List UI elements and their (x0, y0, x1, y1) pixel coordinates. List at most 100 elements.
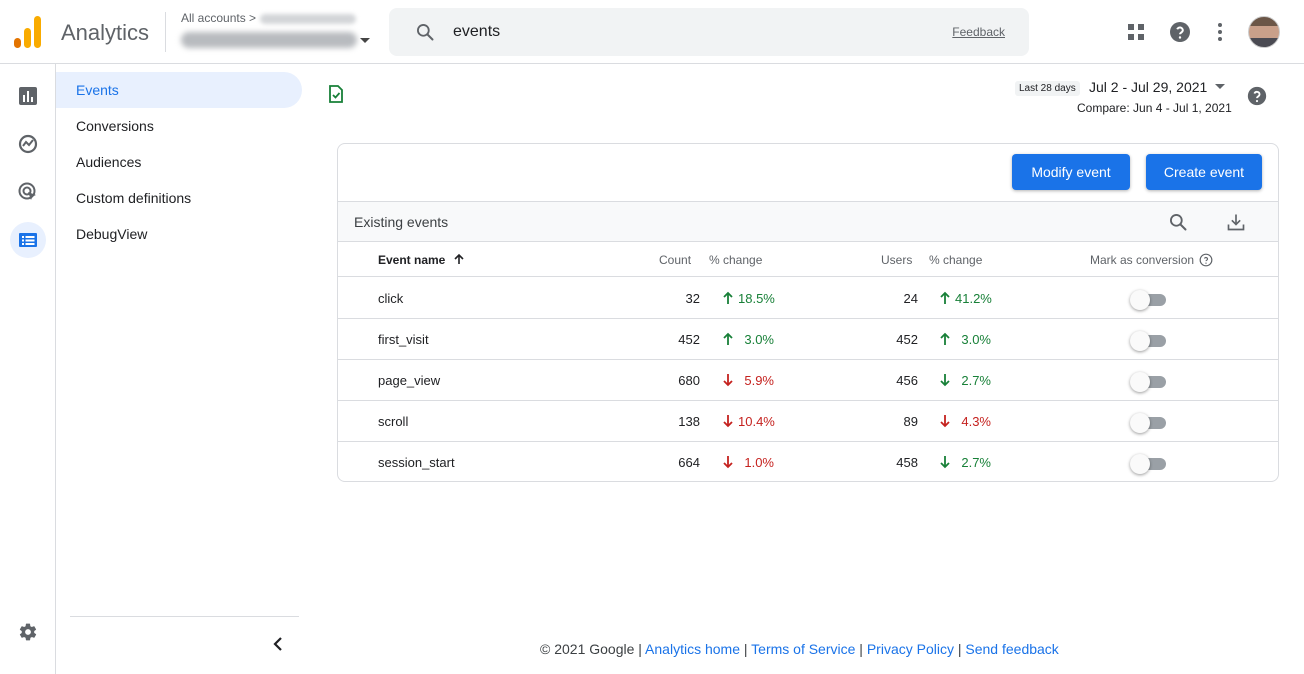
count-change: 1.0% (744, 455, 774, 470)
footer-link-terms[interactable]: Terms of Service (751, 641, 856, 657)
explore-icon (18, 134, 38, 154)
gear-icon (19, 623, 37, 641)
col-users[interactable]: Users (881, 253, 913, 267)
col-event-name-label: Event name (378, 253, 446, 267)
users-change: 41.2% (955, 291, 992, 306)
event-count: 452 (678, 332, 700, 347)
users-change: 2.7% (961, 373, 991, 388)
search-icon (417, 24, 434, 41)
search-icon[interactable] (1168, 212, 1188, 232)
mark-conversion-toggle[interactable] (1130, 331, 1166, 351)
mark-conversion-toggle[interactable] (1130, 372, 1166, 392)
mark-conversion-toggle[interactable] (1130, 290, 1166, 310)
chevron-left-icon[interactable] (268, 634, 288, 654)
event-count: 32 (685, 291, 700, 306)
table-row: first_visit 452 3.0% 452 3.0% (338, 319, 1278, 360)
more-vert-icon[interactable] (1208, 20, 1232, 44)
subnav-divider (70, 616, 299, 617)
search-bar[interactable]: events Feedback (389, 8, 1029, 56)
footer: © 2021 Google | Analytics home | Terms o… (540, 641, 1059, 657)
event-name-link[interactable]: page_view (378, 373, 441, 388)
event-users: 458 (896, 455, 918, 470)
top-bar: Analytics All accounts > events Feedback (0, 0, 1304, 64)
modify-event-button[interactable]: Modify event (1012, 154, 1130, 190)
download-icon[interactable] (1226, 212, 1246, 232)
rail-admin-button[interactable] (10, 614, 46, 650)
col-count[interactable]: Count (659, 253, 692, 267)
logo-bar-tall (34, 16, 41, 48)
event-users: 456 (896, 373, 918, 388)
event-name-link[interactable]: session_start (378, 455, 455, 470)
list-icon (19, 233, 37, 247)
footer-link-analytics-home[interactable]: Analytics home (645, 641, 740, 657)
users-change: 2.7% (961, 455, 991, 470)
account-dropdown-icon[interactable] (360, 38, 370, 43)
toggle-knob (1130, 454, 1150, 474)
rail-configure-button[interactable] (10, 222, 46, 258)
footer-copyright: © 2021 Google (540, 641, 635, 657)
footer-link-send-feedback[interactable]: Send feedback (965, 641, 1059, 657)
toggle-knob (1130, 372, 1150, 392)
arrow-down-icon (939, 414, 951, 428)
date-dropdown-icon[interactable] (1215, 84, 1225, 89)
existing-events-toolbar: Existing events (338, 201, 1278, 242)
footer-link-privacy[interactable]: Privacy Policy (866, 641, 954, 657)
subnav-item-conversions[interactable]: Conversions (76, 118, 154, 134)
arrow-up-icon (722, 291, 734, 305)
rail-reports-button[interactable] (10, 78, 46, 114)
event-name-link[interactable]: click (378, 291, 404, 306)
arrow-up-icon (722, 332, 734, 346)
event-count: 664 (678, 455, 700, 470)
date-range-picker[interactable]: Jul 2 - Jul 29, 2021 (1089, 79, 1208, 95)
table-row: page_view 680 5.9% 456 2.7% (338, 360, 1278, 401)
rail-explore-button[interactable] (10, 126, 46, 162)
col-users-change[interactable]: % change (929, 253, 983, 267)
arrow-down-icon (722, 455, 734, 469)
col-count-change[interactable]: % change (709, 253, 763, 267)
col-event-name[interactable]: Event name (378, 253, 465, 267)
event-users: 89 (903, 414, 918, 429)
subnav-item-audiences[interactable]: Audiences (76, 154, 142, 170)
avatar[interactable] (1248, 16, 1280, 48)
create-event-button[interactable]: Create event (1146, 154, 1262, 190)
count-change: 18.5% (738, 291, 775, 306)
event-name-link[interactable]: first_visit (378, 332, 429, 347)
apps-grid-icon[interactable] (1124, 20, 1148, 44)
help-icon[interactable] (1168, 20, 1192, 44)
advertising-icon (18, 182, 36, 200)
users-change: 3.0% (961, 332, 991, 347)
account-breadcrumb[interactable]: All accounts > (181, 11, 357, 25)
analytics-logo-icon[interactable] (14, 16, 42, 48)
logo-bar-mid (24, 28, 31, 48)
count-change: 5.9% (744, 373, 774, 388)
subnav-item-debugview[interactable]: DebugView (76, 226, 148, 242)
help-outline-icon[interactable] (1199, 253, 1213, 267)
count-change: 10.4% (738, 414, 775, 429)
saved-comparison-icon[interactable] (326, 84, 346, 104)
redacted-property-name[interactable] (181, 32, 357, 48)
logo-bar-short (14, 38, 21, 48)
bar-chart-icon (19, 87, 37, 105)
arrow-up-icon (939, 291, 951, 305)
event-users: 452 (896, 332, 918, 347)
col-mark-conversion[interactable]: Mark as conversion (1090, 253, 1213, 267)
table-row: scroll 138 10.4% 89 4.3% (338, 401, 1278, 442)
toggle-knob (1130, 413, 1150, 433)
subnav-item-events[interactable]: Events (56, 72, 302, 108)
app-name[interactable]: Analytics (61, 20, 150, 45)
feedback-link[interactable]: Feedback (952, 25, 1005, 39)
sort-ascending-icon (454, 253, 464, 264)
rail-advertising-button[interactable] (10, 174, 46, 210)
event-name-link[interactable]: scroll (378, 414, 409, 429)
footer-separator: | (957, 641, 962, 657)
mark-conversion-toggle[interactable] (1130, 413, 1166, 433)
subnav-item-custom-definitions[interactable]: Custom definitions (76, 190, 192, 206)
search-input[interactable]: events (453, 23, 501, 40)
all-accounts-label: All accounts > (181, 11, 257, 25)
toggle-knob (1130, 331, 1150, 351)
page-help-icon[interactable] (1246, 85, 1268, 107)
mark-conversion-toggle[interactable] (1130, 454, 1166, 474)
arrow-up-icon (939, 332, 951, 346)
event-count: 138 (678, 414, 700, 429)
event-users: 24 (903, 291, 918, 306)
